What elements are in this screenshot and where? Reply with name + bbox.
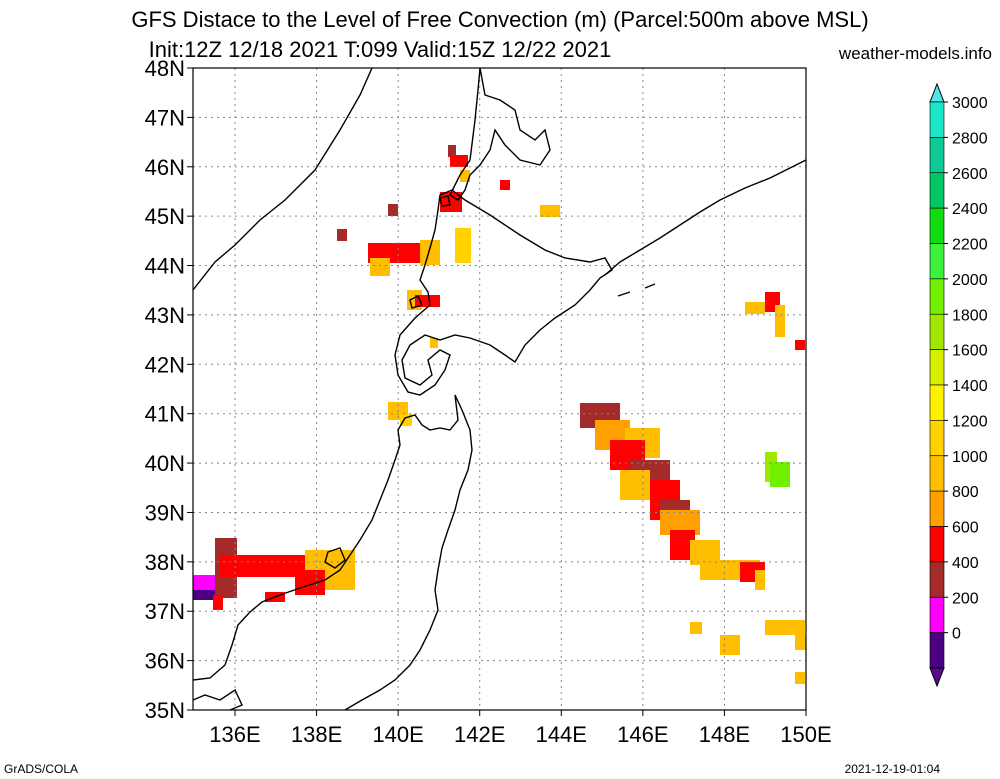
lon-label: 150E bbox=[780, 722, 831, 747]
lat-label: 42N bbox=[145, 352, 185, 377]
colorbar-swatch bbox=[929, 101, 945, 138]
colorbar-label: 2200 bbox=[952, 237, 988, 254]
data-cell bbox=[690, 622, 702, 634]
colorbar-label: 0 bbox=[952, 626, 961, 643]
colorbar-label: 1200 bbox=[952, 413, 988, 430]
lon-label: 146E bbox=[617, 722, 668, 747]
colorbar-swatch bbox=[929, 137, 945, 174]
lat-label: 45N bbox=[145, 204, 185, 229]
coastline bbox=[193, 68, 806, 710]
data-cell bbox=[337, 229, 347, 241]
data-cell bbox=[540, 205, 560, 217]
map-frame bbox=[192, 67, 807, 711]
lat-label: 47N bbox=[145, 105, 185, 130]
lat-label: 41N bbox=[145, 402, 185, 427]
data-cell bbox=[795, 672, 805, 684]
data-cell bbox=[500, 180, 510, 190]
data-cell bbox=[755, 570, 765, 590]
colorbar-swatch bbox=[929, 632, 945, 669]
lon-label: 138E bbox=[291, 722, 342, 747]
lat-label: 36N bbox=[145, 649, 185, 674]
data-cell bbox=[420, 240, 440, 265]
colorbar-label: 400 bbox=[952, 555, 979, 572]
colorbar-label: 800 bbox=[952, 484, 979, 501]
data-cell bbox=[795, 340, 805, 350]
colorbar-label: 1800 bbox=[952, 307, 988, 324]
colorbar-swatch bbox=[929, 313, 945, 350]
site-credit: weather-models.info bbox=[838, 44, 992, 63]
lat-label: 48N bbox=[145, 56, 185, 81]
colorbar-swatch bbox=[929, 172, 945, 209]
data-cell bbox=[388, 204, 398, 216]
colorbar-swatch bbox=[929, 455, 945, 492]
data-cell bbox=[795, 635, 806, 650]
colorbar-label: 2800 bbox=[952, 130, 988, 147]
data-cell bbox=[620, 470, 650, 500]
lat-label: 39N bbox=[145, 500, 185, 525]
colorbar-label: 600 bbox=[952, 520, 979, 537]
colorbar-label: 3000 bbox=[952, 95, 988, 112]
lon-label: 140E bbox=[372, 722, 423, 747]
data-cell bbox=[770, 462, 790, 487]
colorbar-swatch bbox=[929, 561, 945, 598]
lat-label: 37N bbox=[145, 599, 185, 624]
data-cell bbox=[765, 620, 805, 635]
colorbar-swatch bbox=[929, 207, 945, 244]
lat-label: 38N bbox=[145, 550, 185, 575]
data-field bbox=[193, 145, 806, 684]
colorbar-swatch bbox=[929, 526, 945, 563]
colorbar-label: 1400 bbox=[952, 378, 988, 395]
data-cell bbox=[455, 228, 471, 263]
data-cell bbox=[448, 145, 456, 157]
colorbar-swatch bbox=[929, 349, 945, 386]
colorbar-swatch bbox=[929, 243, 945, 280]
colorbar-swatch bbox=[929, 596, 945, 633]
colorbar-label: 2600 bbox=[952, 166, 988, 183]
lat-label: 44N bbox=[145, 254, 185, 279]
colorbar-label: 1000 bbox=[952, 449, 988, 466]
footer-credit: GrADS/COLA bbox=[4, 762, 79, 776]
data-cell bbox=[213, 595, 223, 610]
data-cell bbox=[460, 170, 470, 182]
colorbar-label: 2400 bbox=[952, 201, 988, 218]
footer-timestamp: 2021-12-19-01:04 bbox=[844, 762, 940, 776]
lat-label: 43N bbox=[145, 303, 185, 328]
lat-label: 46N bbox=[145, 155, 185, 180]
colorbar-swatch bbox=[929, 420, 945, 457]
data-cell bbox=[295, 570, 325, 595]
lon-label: 148E bbox=[699, 722, 750, 747]
lon-label: 142E bbox=[454, 722, 505, 747]
colorbar-label: 200 bbox=[952, 590, 979, 607]
graticule bbox=[193, 68, 806, 710]
data-cell bbox=[745, 302, 765, 314]
chart-title: GFS Distace to the Level of Free Convect… bbox=[131, 7, 869, 32]
data-cell bbox=[775, 305, 785, 337]
colorbar-label: 1600 bbox=[952, 343, 988, 360]
colorbar-swatch bbox=[929, 384, 945, 421]
colorbar-swatch bbox=[929, 490, 945, 527]
colorbar-swatch bbox=[929, 278, 945, 315]
data-cell bbox=[430, 338, 438, 348]
colorbar-label: 2000 bbox=[952, 272, 988, 289]
lon-label: 136E bbox=[209, 722, 260, 747]
lat-label: 40N bbox=[145, 451, 185, 476]
lon-label: 144E bbox=[536, 722, 587, 747]
colorbar-bottom-arrow bbox=[929, 667, 945, 688]
data-cell bbox=[370, 258, 390, 276]
lat-label: 35N bbox=[145, 698, 185, 723]
colorbar: 3000280026002400220020001800160014001200… bbox=[929, 82, 988, 688]
data-cell bbox=[720, 635, 740, 655]
chart-subtitle: Init:12Z 12/18 2021 T:099 Valid:15Z 12/2… bbox=[148, 37, 612, 62]
data-cell bbox=[450, 155, 468, 167]
colorbar-top-arrow bbox=[929, 82, 945, 103]
